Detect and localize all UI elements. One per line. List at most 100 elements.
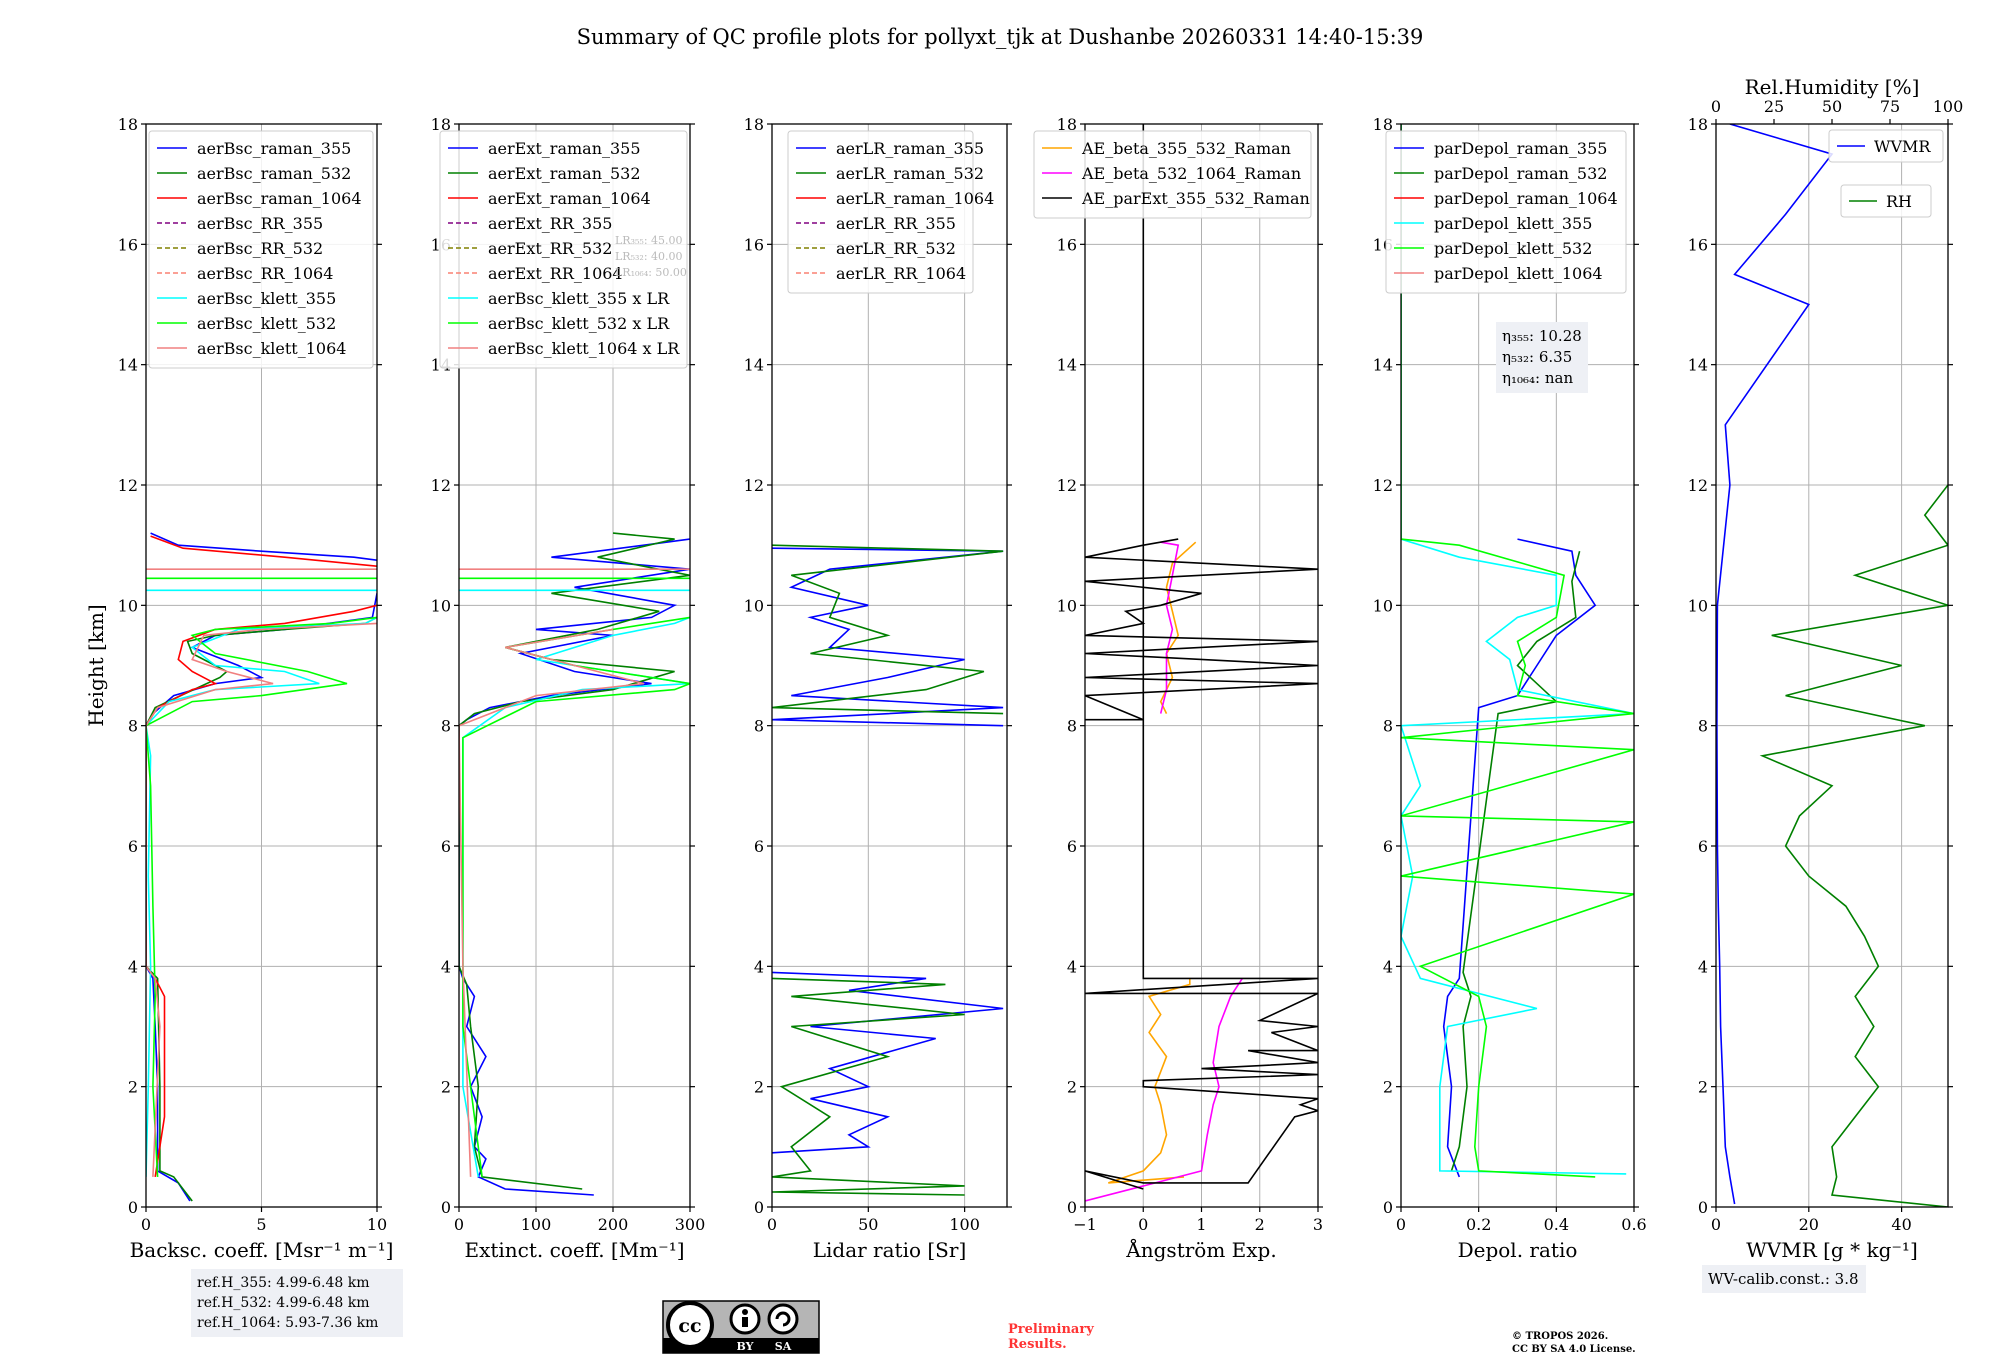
y-axis-label: Height [km] (84, 604, 108, 726)
legend-label: aerBsc_klett_532 x LR (488, 314, 670, 333)
y-tick-label: 6 (1698, 837, 1708, 856)
legend-label: RH (1886, 192, 1912, 211)
y-tick-label: 14 (1057, 356, 1077, 375)
x-tick-label: 0.2 (1466, 1215, 1491, 1234)
x-tick-label: 0 (1138, 1215, 1148, 1234)
profile-line (1159, 541, 1197, 714)
profile-line (1401, 124, 1634, 1175)
profile-line (1716, 124, 1834, 1205)
legend-label: aerLR_RR_1064 (836, 264, 966, 283)
y-tick-label: 14 (744, 356, 764, 375)
x-tick-label: 50 (858, 1215, 878, 1234)
profile-line (1085, 124, 1318, 1190)
annotation-line: η₃₅₅: 10.28 (1502, 327, 1582, 345)
top-x-tick-label: 25 (1764, 97, 1784, 116)
x-tick-label: 5 (256, 1215, 266, 1234)
annotation-line: η₁₀₆₄: nan (1502, 369, 1573, 387)
legend-label: parDepol_raman_1064 (1434, 189, 1618, 208)
by-label: BY (737, 1340, 754, 1353)
y-tick-label: 8 (1698, 717, 1708, 736)
profile-line (772, 977, 965, 1196)
y-tick-label: 4 (754, 957, 764, 976)
profile-line (150, 532, 377, 561)
legend-box (1840, 184, 1932, 218)
y-tick-label: 2 (128, 1078, 138, 1097)
profile-line (146, 616, 377, 1177)
y-tick-label: 10 (1373, 596, 1393, 615)
annotation-box (191, 1269, 403, 1337)
x-tick-label: 0 (1711, 1215, 1721, 1234)
y-tick-label: 10 (1688, 596, 1708, 615)
y-tick-label: 16 (744, 235, 764, 254)
legend-label: aerExt_raman_355 (488, 139, 641, 158)
annotation-box (1702, 1265, 1866, 1293)
y-tick-label: 6 (754, 837, 764, 856)
x-tick-label: 10 (367, 1215, 387, 1234)
y-tick-label: 6 (1383, 837, 1393, 856)
y-tick-label: 0 (128, 1198, 138, 1217)
data-group (146, 532, 377, 1202)
x-tick-label: 0 (1396, 1215, 1406, 1234)
y-tick-label: 14 (1688, 356, 1708, 375)
annotation-line: ref.H_532: 4.99-6.48 km (197, 1295, 370, 1311)
y-tick-label: 10 (431, 596, 451, 615)
panel-3: 0 2 4 6 8 10 12 14 16 18 0 50 100 Lidar ratio [Sr] aer… (744, 115, 1012, 1262)
legend-box (787, 130, 974, 294)
legend-label: parDepol_klett_355 (1434, 214, 1592, 233)
y-tick-label: 14 (118, 356, 138, 375)
legend-label: aerLR_raman_355 (836, 139, 984, 158)
x-tick-label: 0.4 (1544, 1215, 1569, 1234)
annotation-line: η₅₃₂: 6.35 (1502, 348, 1572, 366)
y-tick-label: 8 (128, 717, 138, 736)
share-alike-arrow (775, 1311, 791, 1327)
preliminary-line-2: Results. (1008, 1337, 1067, 1352)
legend-label: aerBsc_RR_355 (197, 214, 323, 233)
legend-label: aerBsc_RR_1064 (197, 264, 333, 283)
y-tick-label: 12 (744, 476, 764, 495)
x-tick-label: 1 (1196, 1215, 1206, 1234)
y-tick-label: 4 (128, 957, 138, 976)
x-axis-label: Ångström Exp. (1125, 1237, 1276, 1262)
y-tick-label: 10 (1057, 596, 1077, 615)
legend-label: aerBsc_raman_1064 (197, 189, 362, 208)
plot-frame (1715, 123, 1949, 1208)
copyright-line-2: CC BY SA 4.0 License. (1512, 1344, 1636, 1355)
y-tick-label: 12 (118, 476, 138, 495)
profile-line (146, 604, 377, 1178)
attribution-icon-head (742, 1309, 748, 1315)
legend-label: aerBsc_klett_532 (197, 314, 336, 333)
legend-label: aerExt_RR_355 (488, 214, 612, 233)
x-tick-label: 0 (767, 1215, 777, 1234)
share-alike-icon (767, 1303, 799, 1335)
x-tick-label: 100 (521, 1215, 552, 1234)
profile-line (459, 532, 690, 1190)
y-tick-label: 18 (118, 115, 138, 134)
legend-label: aerLR_raman_1064 (836, 189, 994, 208)
y-tick-label: 8 (754, 717, 764, 736)
top-x-tick-label: 100 (1933, 97, 1964, 116)
y-tick-label: 4 (1698, 957, 1708, 976)
panel-1: 0 2 4 6 8 10 12 14 16 18 0 5 10 Backsc. coeff. [Msr⁻¹… (118, 115, 403, 1337)
top-x-axis-label: Rel.Humidity [%] (1745, 75, 1920, 99)
x-tick-label: 0 (454, 1215, 464, 1234)
cc-icon-text: cc (678, 1315, 701, 1337)
profile-line (459, 628, 645, 1177)
cc-icon (666, 1301, 714, 1349)
profile-line (772, 971, 1004, 1154)
x-tick-label: 100 (949, 1215, 980, 1234)
legend-label: aerExt_RR_532 (488, 239, 612, 258)
x-axis-label: Extinct. coeff. [Mm⁻¹] (464, 1238, 684, 1262)
legend-box (439, 130, 688, 369)
y-tick-label: 0 (1383, 1198, 1393, 1217)
y-tick-label: 12 (1057, 476, 1077, 495)
y-tick-label: 18 (431, 115, 451, 134)
profile-line (1442, 538, 1597, 1178)
profile-line (772, 544, 1004, 715)
y-tick-label: 2 (754, 1078, 764, 1097)
x-tick-label: 2 (1255, 1215, 1265, 1234)
legend-label: parDepol_klett_1064 (1434, 264, 1603, 283)
profile-line (150, 535, 377, 567)
